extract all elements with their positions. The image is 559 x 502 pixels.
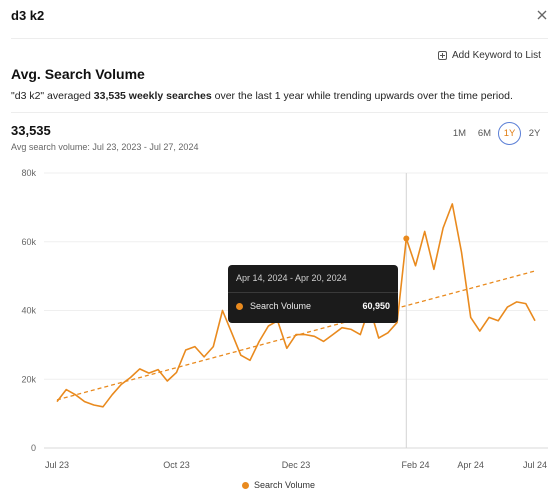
y-tick-label: 0: [31, 443, 36, 453]
period-button-1y[interactable]: 1Y: [498, 122, 521, 145]
y-tick-label: 20k: [21, 374, 36, 384]
x-tick-label: Oct 23: [163, 460, 190, 470]
period-button-1m[interactable]: 1M: [452, 128, 467, 139]
tooltip-divider: [228, 292, 398, 293]
summary-highlight: 33,535 weekly searches: [93, 90, 212, 102]
y-tick-label: 60k: [21, 237, 36, 247]
legend-label: Search Volume: [254, 480, 316, 490]
panel-header: d3 k2: [0, 0, 559, 36]
x-tick-label: Dec 23: [282, 460, 311, 470]
avg-volume-range: Avg search volume: Jul 23, 2023 - Jul 27…: [11, 142, 199, 152]
avg-volume-value: 33,535: [11, 123, 51, 138]
period-selector: 1M 6M 1Y 2Y: [448, 122, 546, 145]
tooltip-value: 60,950: [362, 301, 390, 311]
tooltip-range: Apr 14, 2024 - Apr 20, 2024: [236, 273, 347, 283]
series-line: [56, 203, 536, 408]
legend-dot-icon: [242, 481, 249, 489]
section-title: Avg. Search Volume: [11, 66, 145, 82]
tooltip-series-label: Search Volume: [250, 301, 312, 311]
close-icon[interactable]: [534, 7, 550, 23]
highlight-point: [403, 235, 410, 242]
chart-legend[interactable]: Search Volume: [242, 480, 315, 490]
chart-tooltip: Apr 14, 2024 - Apr 20, 2024 Search Volum…: [228, 265, 398, 323]
x-tick-label: Jul 23: [45, 460, 69, 470]
add-box-icon: [438, 51, 447, 60]
y-tick-label: 80k: [21, 168, 36, 178]
add-keyword-label: Add Keyword to List: [452, 50, 541, 61]
x-tick-label: Feb 24: [401, 460, 429, 470]
summary-text: "d3 k2" averaged 33,535 weekly searches …: [11, 90, 513, 102]
period-button-6m[interactable]: 6M: [477, 128, 492, 139]
tooltip-series-dot: [236, 303, 243, 310]
header-divider: [11, 38, 548, 39]
y-tick-label: 40k: [21, 306, 36, 316]
period-button-2y[interactable]: 2Y: [528, 128, 541, 139]
x-tick-label: Jul 24: [523, 460, 547, 470]
keyword-title: d3 k2: [11, 8, 45, 23]
x-tick-label: Apr 24: [457, 460, 484, 470]
summary-divider: [11, 112, 548, 113]
add-keyword-button[interactable]: Add Keyword to List: [438, 50, 541, 61]
